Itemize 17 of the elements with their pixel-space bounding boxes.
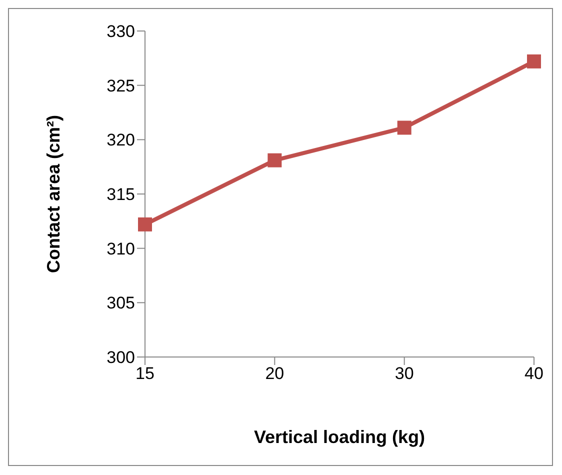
x-tick-label: 20 <box>265 364 284 384</box>
point <box>527 54 541 68</box>
x-tick-label: 30 <box>394 364 414 384</box>
y-tick-label: 300 <box>106 348 135 368</box>
y-tick-label: 310 <box>106 239 135 258</box>
y-axis-title: Contact area (cm²) <box>43 114 64 274</box>
y-tick-label: 315 <box>106 185 135 204</box>
y-tick-label: 320 <box>106 130 135 150</box>
y-tick-label: 330 <box>106 22 135 42</box>
y-tick-label: 305 <box>106 294 135 313</box>
y-tick-label: 325 <box>106 76 135 96</box>
point <box>397 120 412 135</box>
x-tick-label: 15 <box>136 364 154 384</box>
point <box>268 153 282 168</box>
point <box>138 217 152 232</box>
x-axis-title: Vertical loading (kg) <box>254 427 426 447</box>
x-tick-label: 40 <box>524 364 544 384</box>
